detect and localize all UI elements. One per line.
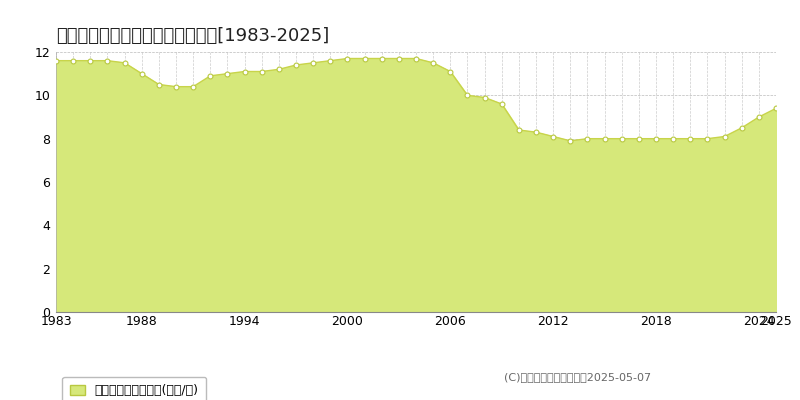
- Text: 旭川市東光１４条　公示地価推移[1983-2025]: 旭川市東光１４条 公示地価推移[1983-2025]: [56, 27, 330, 45]
- Legend: 公示地価平均坪単価(万円/坪): 公示地価平均坪単価(万円/坪): [62, 376, 206, 400]
- Text: (C)土地価格ドットコム　2025-05-07: (C)土地価格ドットコム 2025-05-07: [504, 372, 651, 382]
